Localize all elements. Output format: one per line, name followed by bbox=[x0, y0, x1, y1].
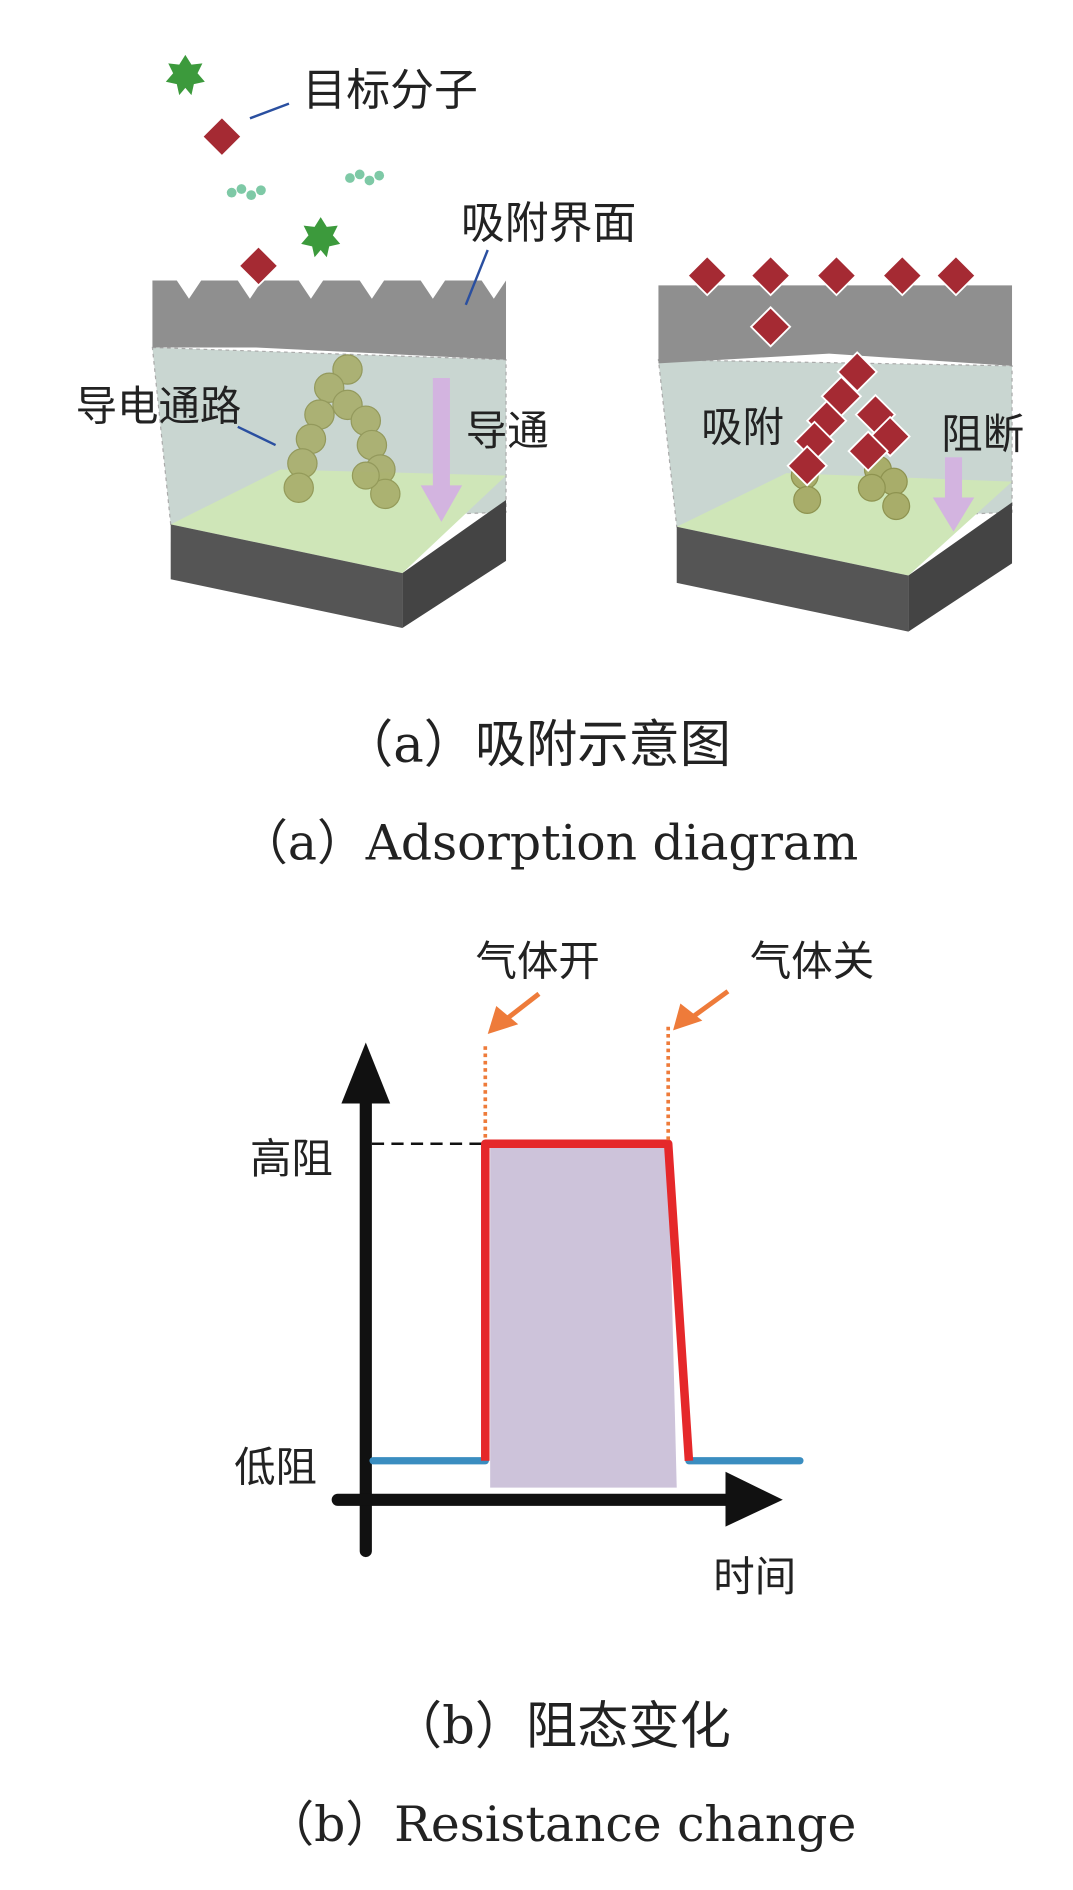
right-sensor-block bbox=[657, 255, 1013, 632]
label-adsorption: 吸附 bbox=[701, 403, 784, 451]
base-front bbox=[676, 526, 909, 632]
blocking-arrowhead-icon bbox=[932, 497, 975, 532]
caption-a-cn: （a）吸附示意图 bbox=[342, 715, 731, 775]
label-conductive-path: 导电通路 bbox=[76, 383, 242, 431]
leader-line bbox=[237, 425, 277, 447]
x-axis-label: 时间 bbox=[713, 1553, 796, 1601]
molecule-icon bbox=[226, 184, 266, 200]
base-side bbox=[908, 502, 1013, 632]
caption-a-en: （a）Adsorption diagram bbox=[239, 815, 858, 872]
y-tick-low-resistance: 低阻 bbox=[234, 1443, 317, 1491]
left-sensor-block bbox=[151, 280, 507, 628]
label-conduction: 导通 bbox=[466, 407, 549, 455]
y-tick-high-resistance: 高阻 bbox=[250, 1135, 333, 1183]
target-diamond-icon bbox=[238, 245, 279, 287]
label-gas-on: 气体开 bbox=[476, 937, 600, 985]
conduction-arrow-icon bbox=[432, 378, 450, 488]
gas-on-arrowhead-icon bbox=[487, 1005, 519, 1035]
gas-off-arrowhead-icon bbox=[673, 1003, 703, 1031]
caption-b-en: （b）Resistance change bbox=[265, 1796, 856, 1853]
gas-exposure-region bbox=[490, 1146, 677, 1488]
base-front bbox=[170, 524, 403, 628]
label-gas-off: 气体关 bbox=[750, 937, 874, 985]
label-adsorption-interface: 吸附界面 bbox=[461, 198, 637, 249]
caption-b-cn: （b）阻态变化 bbox=[391, 1697, 731, 1757]
blocking-arrow-icon bbox=[944, 457, 963, 500]
y-axis-arrowhead-icon bbox=[341, 1042, 391, 1104]
response-series bbox=[481, 1139, 694, 1462]
label-target-molecule: 目标分子 bbox=[302, 65, 477, 116]
green-floor bbox=[170, 469, 507, 574]
base-side bbox=[402, 499, 507, 628]
conductive-particles bbox=[283, 354, 401, 510]
target-star-icon bbox=[165, 54, 205, 96]
green-floor bbox=[676, 473, 1013, 576]
label-blocking: 阻断 bbox=[941, 411, 1024, 459]
adsorption-layer bbox=[658, 285, 1013, 366]
x-axis-arrowhead-icon bbox=[725, 1471, 783, 1527]
molecule-icon bbox=[345, 169, 385, 186]
target-star-icon bbox=[301, 217, 341, 258]
adsorption-layer bbox=[152, 280, 507, 360]
gas-on-arrow-icon bbox=[504, 991, 541, 1022]
gas-off-arrow-icon bbox=[691, 989, 730, 1019]
leader-line bbox=[249, 102, 290, 120]
leader-line bbox=[464, 249, 489, 306]
resistance-chart bbox=[331, 989, 804, 1558]
target-diamond-icon bbox=[201, 116, 243, 158]
conduction-arrowhead-icon bbox=[420, 485, 463, 522]
